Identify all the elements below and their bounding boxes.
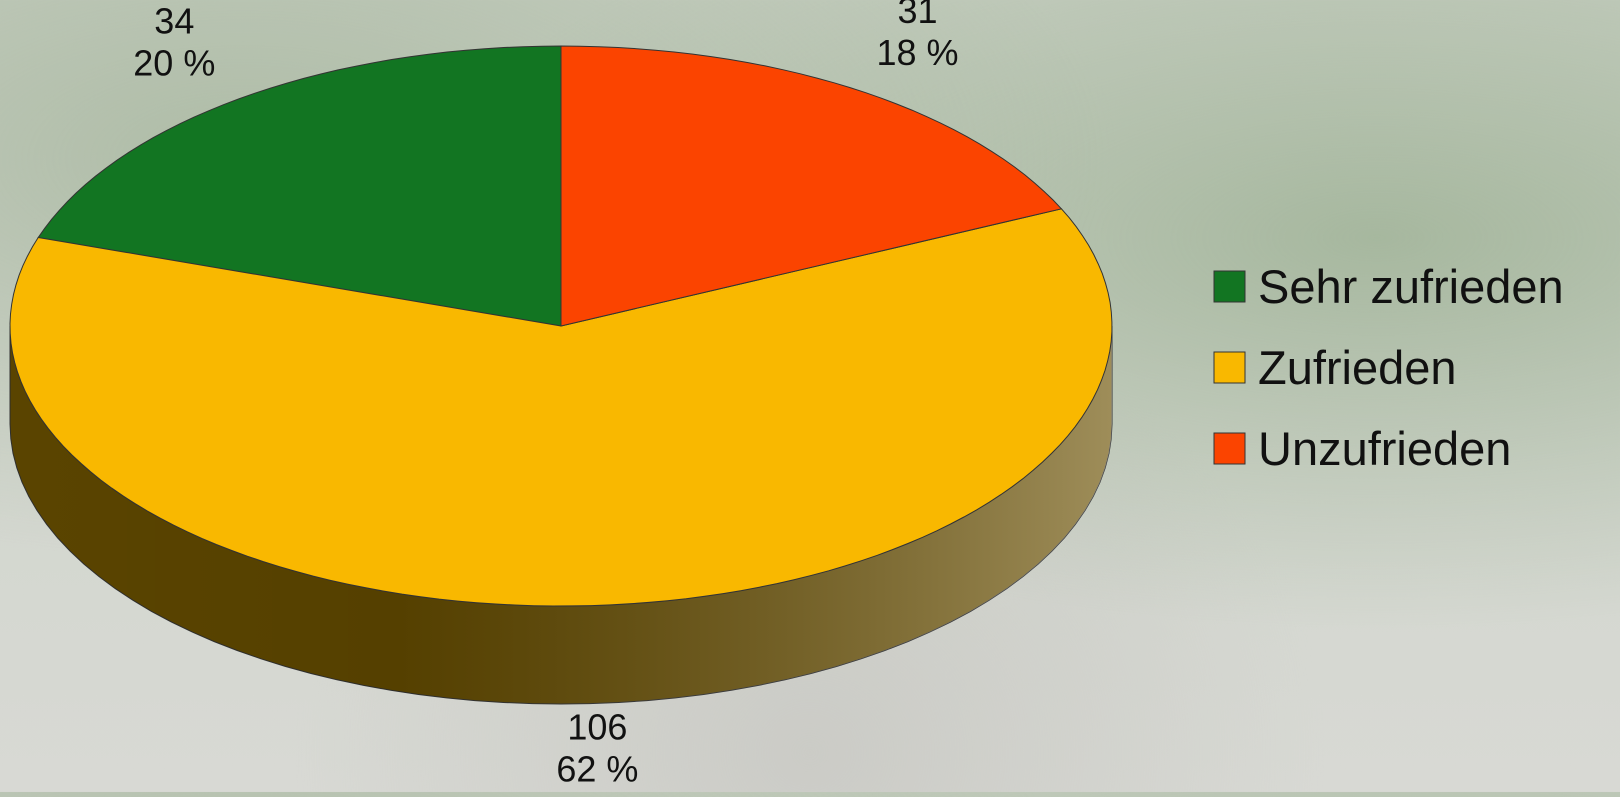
slice [560, 45, 1063, 327]
legend-swatch [1213, 270, 1246, 303]
side-shade [10, 326, 1112, 704]
slice [37, 45, 562, 327]
percentage-label: 20 % [133, 42, 215, 83]
legend-swatch [1213, 351, 1246, 384]
value-label: 106 [567, 706, 627, 747]
percentage-label: 62 % [556, 748, 638, 789]
legend-label: Unzufrieden [1258, 422, 1511, 475]
value-label: 31 [898, 0, 938, 31]
legend-label: Zufrieden [1258, 341, 1457, 394]
value-label: 34 [154, 0, 194, 41]
legend-label: Sehr zufrieden [1258, 260, 1564, 313]
slice [9, 208, 1113, 607]
percentage-label: 18 % [877, 32, 959, 73]
legend-swatch [1213, 432, 1246, 465]
